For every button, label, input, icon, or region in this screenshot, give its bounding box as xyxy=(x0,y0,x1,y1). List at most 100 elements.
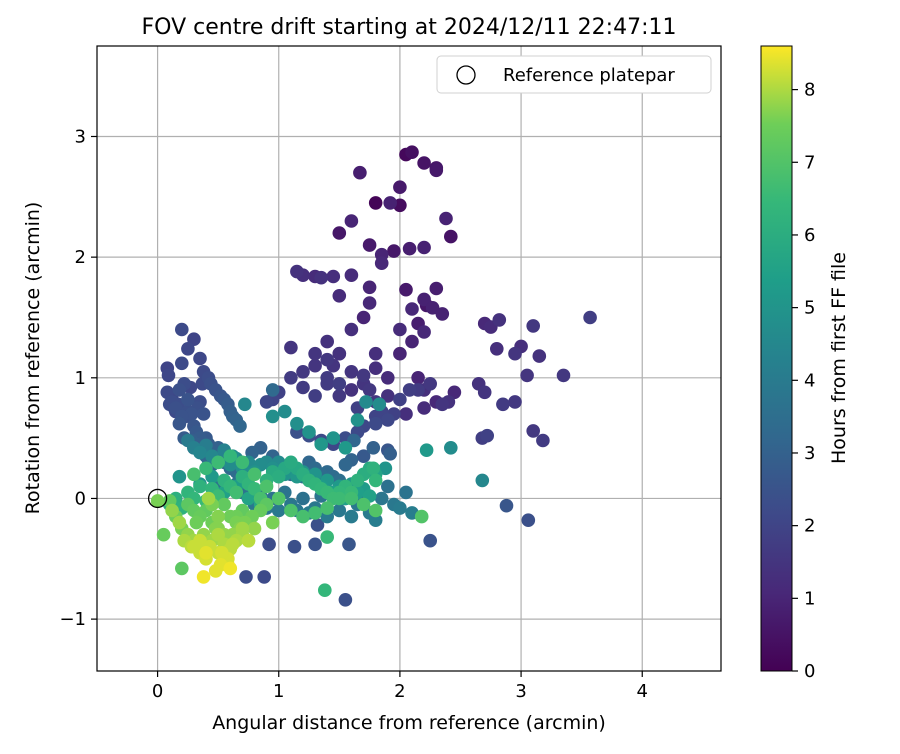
data-point xyxy=(175,356,189,371)
data-point xyxy=(172,515,187,530)
data-point xyxy=(477,385,492,400)
data-point xyxy=(172,469,187,484)
data-point xyxy=(368,503,383,518)
data-point xyxy=(284,340,298,355)
data-point xyxy=(405,145,419,159)
data-point xyxy=(338,593,353,607)
data-point xyxy=(344,268,359,283)
data-point xyxy=(399,282,413,297)
data-point xyxy=(429,281,444,296)
data-point xyxy=(342,537,356,552)
data-point xyxy=(314,437,329,452)
data-point xyxy=(362,383,377,397)
data-point xyxy=(181,342,195,356)
data-point xyxy=(332,491,347,506)
data-point xyxy=(271,469,286,484)
data-point xyxy=(383,196,398,210)
data-point xyxy=(366,441,381,455)
data-point xyxy=(417,401,431,415)
data-point xyxy=(284,503,298,518)
y-tick-label: 0 xyxy=(75,488,86,509)
colorbar-ticks: 0 1 2 3 4 5 6 7 8 xyxy=(792,80,815,682)
data-point xyxy=(187,467,201,482)
data-point xyxy=(302,425,316,439)
data-point xyxy=(262,537,276,552)
data-point xyxy=(320,334,335,349)
colorbar-gradient xyxy=(760,45,793,672)
legend-box xyxy=(436,55,712,94)
data-point xyxy=(296,380,310,395)
data-point xyxy=(387,244,401,258)
x-tick-label: 0 xyxy=(152,681,163,702)
data-point xyxy=(520,368,534,383)
data-point xyxy=(344,214,359,228)
data-point xyxy=(429,163,444,178)
data-point xyxy=(211,509,225,524)
data-point xyxy=(405,302,419,316)
data-point xyxy=(439,211,453,226)
colorbar-tick-label: 5 xyxy=(804,298,815,319)
data-point xyxy=(193,479,207,494)
data-point xyxy=(259,395,274,409)
data-point xyxy=(265,409,280,424)
data-point xyxy=(475,473,490,488)
colorbar-tick-label: 1 xyxy=(804,588,815,609)
data-point xyxy=(402,241,417,256)
colorbar-tick-label: 3 xyxy=(804,443,815,464)
data-point xyxy=(290,416,304,431)
data-point xyxy=(215,546,229,560)
data-point xyxy=(241,491,256,506)
data-point xyxy=(435,397,450,412)
data-point xyxy=(393,346,407,361)
legend-reference-marker-icon xyxy=(456,65,476,85)
y-axis-label: Rotation from reference (arcmin) xyxy=(22,202,44,515)
data-point xyxy=(480,428,495,443)
data-point xyxy=(332,346,347,361)
data-point xyxy=(238,397,252,412)
data-point xyxy=(338,457,353,472)
colorbar: 0 1 2 3 4 5 6 7 8 Hours from first FF file xyxy=(760,45,850,682)
data-point xyxy=(193,351,207,366)
data-point xyxy=(344,383,359,397)
data-point xyxy=(368,513,383,527)
data-point xyxy=(444,441,458,455)
data-point xyxy=(320,501,335,515)
data-point xyxy=(229,485,244,500)
data-point xyxy=(271,503,286,518)
data-point xyxy=(175,561,189,576)
data-point xyxy=(265,515,280,530)
x-tick-label: 2 xyxy=(394,681,405,702)
data-point xyxy=(350,413,365,427)
data-point xyxy=(257,570,272,584)
data-point xyxy=(499,498,514,513)
data-point xyxy=(241,533,256,548)
colorbar-tick-label: 7 xyxy=(804,152,815,173)
data-point xyxy=(320,371,335,385)
data-point xyxy=(296,491,310,506)
x-tick-label: 1 xyxy=(273,681,284,702)
colorbar-tick-label: 6 xyxy=(804,225,815,246)
data-point xyxy=(393,180,407,194)
data-point xyxy=(196,570,211,584)
data-point xyxy=(356,449,371,464)
data-point xyxy=(308,506,322,520)
data-point xyxy=(536,433,550,448)
data-point xyxy=(532,349,547,363)
x-tick-label: 3 xyxy=(515,681,526,702)
data-point xyxy=(172,416,187,431)
data-point xyxy=(308,346,322,361)
data-point xyxy=(332,226,347,240)
data-point xyxy=(326,431,341,445)
x-axis-label: Angular distance from reference (arcmin) xyxy=(212,712,606,734)
data-point xyxy=(419,443,434,458)
data-point xyxy=(189,515,204,530)
reference-platepar-marker xyxy=(147,488,168,509)
data-point xyxy=(368,416,383,431)
data-point xyxy=(296,509,310,524)
data-point xyxy=(344,365,359,379)
data-point xyxy=(235,521,250,536)
data-point xyxy=(383,447,398,461)
data-point xyxy=(508,346,522,361)
y-tick-label: 1 xyxy=(75,368,86,389)
data-point xyxy=(338,441,353,455)
